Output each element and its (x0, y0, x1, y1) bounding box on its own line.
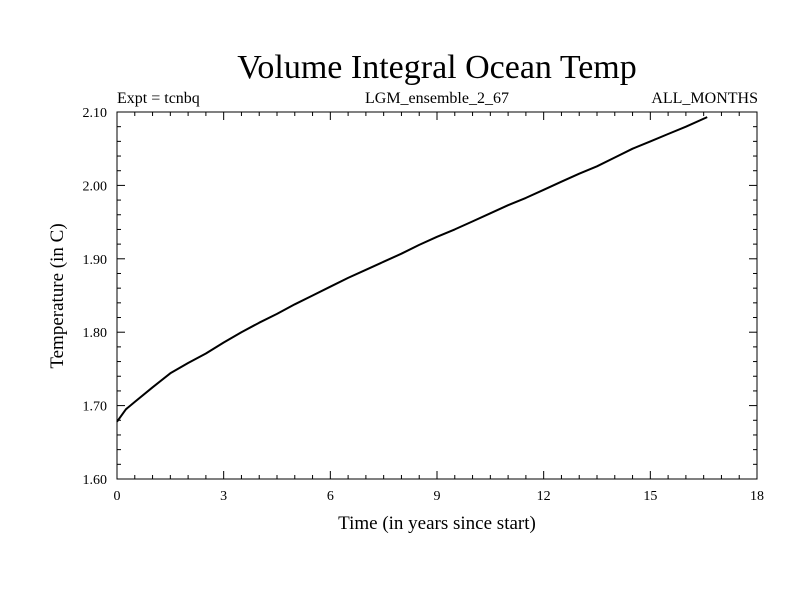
chart-title: Volume Integral Ocean Temp (237, 49, 637, 86)
y-tick-label: 2.10 (83, 106, 108, 121)
y-tick-label: 1.60 (83, 473, 108, 488)
y-axis-label: Temperature (in C) (47, 223, 68, 368)
y-tick-label: 1.80 (83, 326, 108, 341)
x-tick-label: 18 (750, 489, 764, 504)
ticks-layer (116, 111, 758, 480)
subtitle-left: Expt = tcnbq (117, 90, 200, 107)
x-tick-label: 6 (327, 489, 334, 504)
y-tick-label: 2.00 (83, 179, 108, 194)
x-tick-label: 3 (220, 489, 227, 504)
x-tick-label: 9 (434, 489, 441, 504)
series-layer (116, 116, 708, 423)
y-tick-label: 1.90 (83, 253, 108, 268)
subtitle-center: LGM_ensemble_2_67 (365, 90, 509, 107)
series-line (116, 116, 708, 423)
tick-labels-layer: 0 3 6 9 12 15 18 1.60 1.70 1.80 1.90 2.00 2.10 (83, 106, 765, 504)
x-tick-label: 12 (537, 489, 551, 504)
x-tick-label: 0 (114, 489, 121, 504)
plot-frame (116, 111, 758, 480)
x-axis-label: Time (in years since start) (338, 513, 536, 534)
subtitle-right: ALL_MONTHS (651, 90, 758, 107)
y-tick-label: 1.70 (83, 400, 108, 415)
x-tick-label: 15 (643, 489, 657, 504)
